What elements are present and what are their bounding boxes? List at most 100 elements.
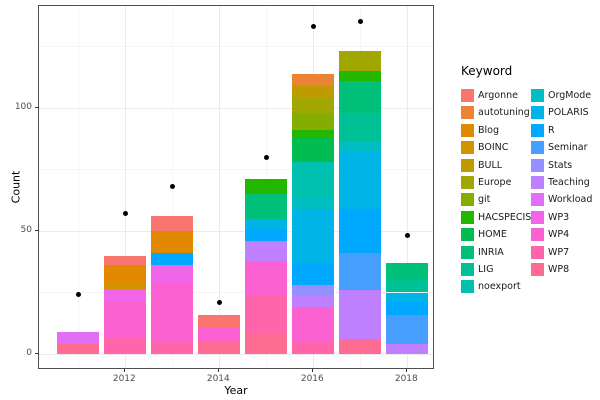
bar-segment-inria (339, 80, 382, 113)
legend-swatch-polaris (531, 106, 544, 120)
x-tick-label: 2014 (206, 374, 230, 384)
bar-segment-inria (386, 262, 429, 281)
legend-label-bull: BULL (478, 159, 503, 171)
y-axis-tick (35, 352, 38, 354)
bar-segment-blog (151, 231, 194, 254)
y-minor-gridline (39, 169, 433, 170)
bar-segment-wp7 (151, 341, 194, 354)
bar-segment-wp7 (104, 336, 147, 354)
x-axis-tick (311, 369, 313, 372)
bar-segment-polaris (245, 218, 288, 229)
data-point (310, 24, 316, 30)
legend-label-orgmode: OrgMode (548, 90, 592, 101)
bar-segment-r (245, 228, 288, 241)
legend-label-workload: Workload (548, 194, 593, 206)
x-axis-tick (217, 369, 219, 372)
y-major-gridline (39, 230, 433, 232)
bar-segment-wp8 (339, 339, 382, 354)
x-major-gridline (406, 6, 408, 368)
legend-label-blog: Blog (478, 124, 499, 136)
bar-segment-r (292, 262, 335, 286)
bar-segment-r (386, 302, 429, 315)
bar-segment-wp8 (57, 344, 100, 354)
legend-label-hacspecis: HACSPECIS (478, 211, 532, 223)
bar-segment-europe (339, 51, 382, 72)
bar-segment-workload (57, 331, 100, 345)
legend-label-r: R (548, 124, 555, 136)
legend-swatch-europe (461, 176, 474, 189)
bar-segment-r (339, 208, 382, 254)
y-axis-tick (35, 229, 38, 231)
bar-segment-teaching (339, 290, 382, 340)
bar-segment-inria (245, 194, 288, 219)
bar-segment-hacspecis (292, 130, 335, 138)
legend-swatch-noexport (461, 280, 474, 294)
bar-segment-wp4 (198, 326, 241, 342)
legend-label-polaris: POLARIS (548, 107, 589, 119)
legend-label-europe: Europe (478, 177, 512, 188)
legend-label-boinc: BOINC (478, 142, 509, 154)
bar-segment-boinc (104, 282, 147, 291)
bar-segment-r (151, 253, 194, 266)
legend-swatch-git (461, 193, 474, 207)
legend-label-teaching: Teaching (548, 177, 590, 188)
bar-segment-wp4 (104, 302, 147, 337)
legend-label-wp7: WP7 (548, 246, 570, 258)
legend-swatch-blog (461, 123, 474, 137)
legend-label-git: git (478, 194, 491, 206)
x-axis-tick (405, 369, 407, 372)
y-tick-label: 50 (20, 224, 32, 235)
legend-label-lig: LIG (478, 264, 494, 275)
legend: Keyword Argonne autotuning Blog BOINC BULL Eu… (455, 60, 600, 310)
bar-segment-wp4 (292, 307, 335, 342)
legend-swatch-seminar (531, 141, 544, 155)
bar-segment-orgmode (339, 142, 382, 153)
y-major-gridline (39, 353, 433, 355)
bar-segment-stats (292, 285, 335, 295)
legend-swatch-hacspecis (461, 210, 474, 224)
bar-segment-seminar (386, 314, 429, 345)
x-major-gridline (218, 6, 220, 368)
data-point (216, 299, 222, 305)
bar-segment-wp8 (198, 341, 241, 354)
bar-segment-polaris (339, 152, 382, 209)
bar-segment-europe (292, 98, 335, 113)
legend-label-stats: Stats (548, 159, 573, 171)
bar-segment-hacspecis (339, 71, 382, 81)
bar-segment-wp8 (245, 334, 288, 354)
bar-segment-blog (104, 265, 147, 283)
legend-swatch-workload (531, 193, 544, 207)
y-minor-gridline (39, 292, 433, 293)
legend-swatch-argonne (461, 89, 474, 102)
legend-label-home: HOME (478, 229, 507, 241)
legend-label-noexport: noexport (478, 281, 521, 293)
bar-segment-argonne (198, 314, 241, 327)
data-point (263, 154, 269, 160)
bar-segment-teaching (245, 240, 288, 261)
bar-segment-argonne (151, 216, 194, 231)
x-axis-tick (123, 369, 125, 372)
data-point (404, 233, 410, 239)
legend-label-inria: INRIA (478, 246, 504, 258)
legend-title: Keyword (461, 64, 513, 78)
bar-segment-teaching (386, 344, 429, 354)
legend-swatch-teaching (531, 176, 544, 189)
legend-label-seminar: Seminar (548, 142, 588, 154)
y-minor-gridline (39, 46, 433, 47)
y-tick-label: 0 (26, 347, 32, 358)
bar-segment-home (292, 137, 335, 163)
legend-swatch-home (461, 228, 474, 242)
data-point (122, 211, 128, 217)
bar-segment-noexport (292, 162, 335, 197)
bar-segment-hacspecis (245, 179, 288, 195)
y-axis-title: Count (9, 170, 23, 204)
bar-segment-wp4 (151, 282, 194, 342)
legend-swatch-lig (461, 263, 474, 276)
y-major-gridline (39, 107, 433, 109)
x-tick-label: 2018 (394, 374, 418, 384)
bar-segment-wp4 (245, 260, 288, 295)
y-tick-label: 100 (14, 101, 32, 112)
bar-segment-polaris (386, 292, 429, 303)
legend-label-autotuning: autotuning (478, 107, 530, 119)
